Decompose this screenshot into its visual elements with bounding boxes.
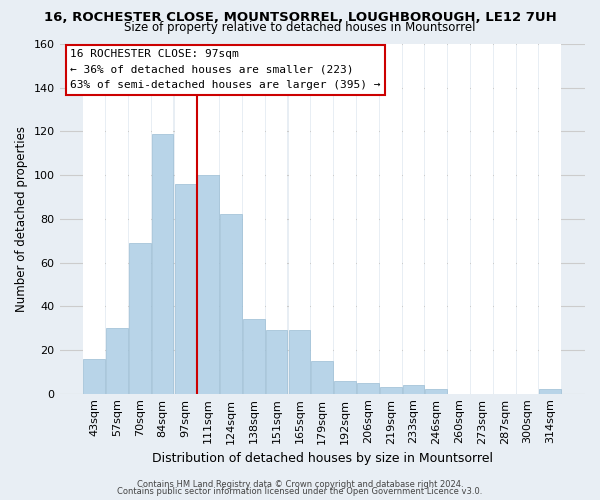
Text: Size of property relative to detached houses in Mountsorrel: Size of property relative to detached ho… xyxy=(124,22,476,35)
X-axis label: Distribution of detached houses by size in Mountsorrel: Distribution of detached houses by size … xyxy=(152,452,493,465)
Bar xyxy=(175,184,196,394)
Text: 16, ROCHESTER CLOSE, MOUNTSORREL, LOUGHBOROUGH, LE12 7UH: 16, ROCHESTER CLOSE, MOUNTSORREL, LOUGHB… xyxy=(44,11,556,24)
Bar xyxy=(266,44,287,394)
Bar xyxy=(403,385,424,394)
Bar xyxy=(106,328,128,394)
Bar xyxy=(83,44,105,394)
Bar xyxy=(380,387,401,394)
Bar xyxy=(357,383,379,394)
Text: Contains HM Land Registry data © Crown copyright and database right 2024.: Contains HM Land Registry data © Crown c… xyxy=(137,480,463,489)
Bar xyxy=(403,44,424,394)
Bar xyxy=(243,320,265,394)
Bar xyxy=(197,175,219,394)
Bar xyxy=(539,390,561,394)
Bar xyxy=(334,44,356,394)
Y-axis label: Number of detached properties: Number of detached properties xyxy=(15,126,28,312)
Bar xyxy=(517,44,538,394)
Bar xyxy=(334,380,356,394)
Bar xyxy=(289,330,310,394)
Bar xyxy=(266,330,287,394)
Bar xyxy=(311,361,333,394)
Bar xyxy=(83,358,105,394)
Bar xyxy=(311,44,333,394)
Text: 16 ROCHESTER CLOSE: 97sqm
← 36% of detached houses are smaller (223)
63% of semi: 16 ROCHESTER CLOSE: 97sqm ← 36% of detac… xyxy=(70,49,380,90)
Bar xyxy=(448,44,470,394)
Bar xyxy=(106,44,128,394)
Bar xyxy=(129,243,151,394)
Bar xyxy=(425,390,447,394)
Bar xyxy=(197,44,219,394)
Bar xyxy=(425,44,447,394)
Bar xyxy=(494,44,515,394)
Bar xyxy=(243,44,265,394)
Bar xyxy=(357,44,379,394)
Bar xyxy=(152,134,173,394)
Bar xyxy=(289,44,310,394)
Bar xyxy=(471,44,493,394)
Bar xyxy=(129,44,151,394)
Bar xyxy=(175,44,196,394)
Bar xyxy=(220,214,242,394)
Bar xyxy=(152,44,173,394)
Bar xyxy=(220,44,242,394)
Bar xyxy=(380,44,401,394)
Bar xyxy=(539,44,561,394)
Text: Contains public sector information licensed under the Open Government Licence v3: Contains public sector information licen… xyxy=(118,487,482,496)
